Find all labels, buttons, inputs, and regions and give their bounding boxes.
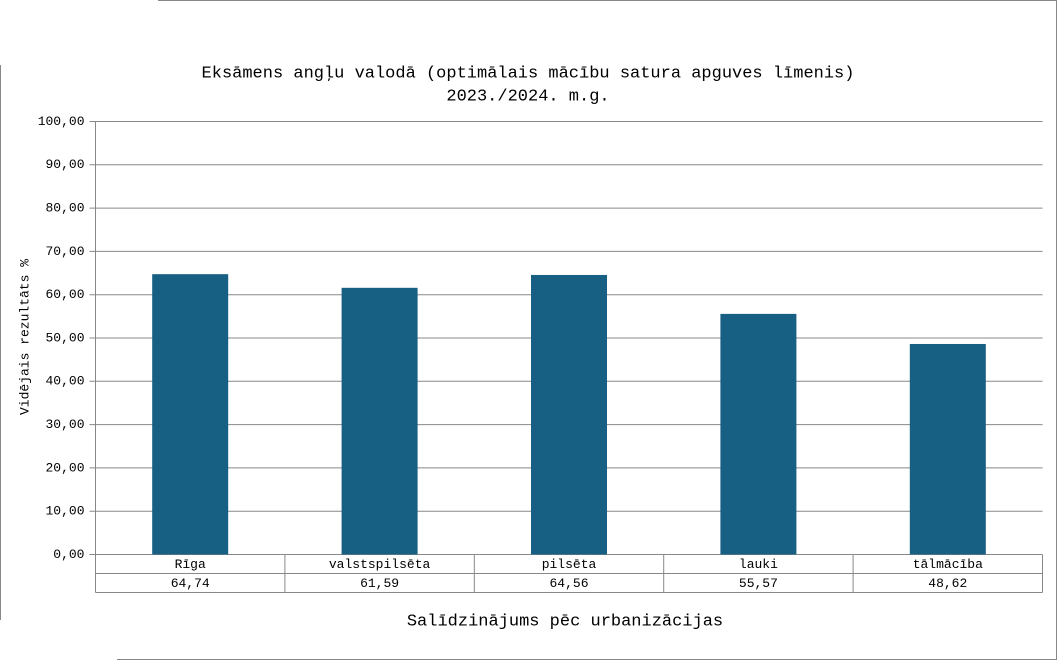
y-tick-label: 70,00 xyxy=(45,244,84,259)
chart-subtitle: 2023./2024. m.g. xyxy=(446,87,609,106)
y-tick-label: 10,00 xyxy=(45,504,84,519)
y-tick-label: 100,00 xyxy=(38,114,85,129)
y-tick-label: 20,00 xyxy=(45,460,84,475)
x-axis-label: Salīdzinājums pēc urbanizācijas xyxy=(407,612,723,631)
bar xyxy=(152,274,229,555)
bar xyxy=(531,274,607,555)
y-tick-label: 50,00 xyxy=(45,330,84,345)
value-label: 64,74 xyxy=(171,576,210,591)
value-label: 64,56 xyxy=(549,576,588,591)
bar xyxy=(909,343,986,555)
y-tick-label: 60,00 xyxy=(45,287,84,302)
value-label: 55,57 xyxy=(739,576,778,591)
x-tick-label: Rīga xyxy=(175,557,206,572)
x-tick-label: tālmācība xyxy=(913,557,983,572)
x-tick-label: valstspilsēta xyxy=(329,557,431,572)
value-label: 48,62 xyxy=(928,576,967,591)
y-tick-label: 90,00 xyxy=(45,157,84,172)
bar xyxy=(341,287,418,555)
chart-title: Eksāmens angļu valodā (optimālais mācību… xyxy=(202,64,855,83)
value-label: 61,59 xyxy=(360,576,399,591)
y-tick-label: 0,00 xyxy=(53,547,84,562)
y-tick-label: 30,00 xyxy=(45,417,84,432)
x-tick-label: lauki xyxy=(739,557,778,572)
y-tick-label: 40,00 xyxy=(45,374,84,389)
y-tick-label: 80,00 xyxy=(45,201,84,216)
bar xyxy=(720,313,797,555)
x-tick-label: pilsēta xyxy=(542,557,597,572)
y-axis-label: Vidējais rezultāts % xyxy=(17,259,32,415)
